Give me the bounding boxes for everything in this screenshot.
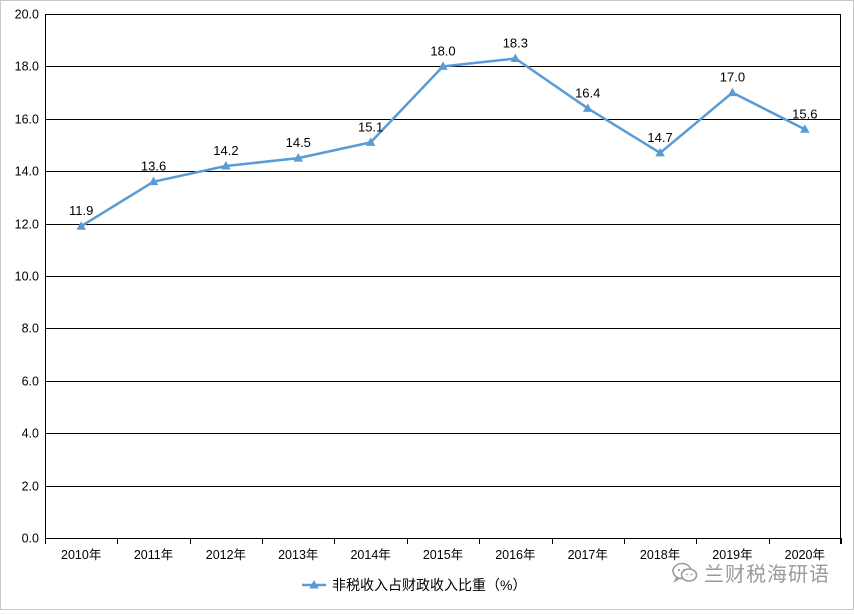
- data-point-marker: [293, 153, 304, 162]
- data-point-marker: [365, 137, 376, 146]
- legend: 非税收入占财政收入比重（%）: [302, 577, 526, 593]
- data-label: 13.6: [141, 159, 166, 174]
- axes: 0.0 2.0 4.0 6.0 8.0 10.0 12.0 14.0 16.0 18.0 20.0 2…: [15, 8, 842, 562]
- x-tick-label: 2011年: [134, 548, 173, 562]
- x-tick-label: 2016年: [495, 548, 535, 562]
- data-point-marker: [148, 176, 159, 186]
- y-tick-label: 4.0: [22, 427, 39, 441]
- gridlines: [45, 14, 841, 539]
- x-tick-label: 2019年: [712, 548, 752, 562]
- y-tick-label: 16.0: [15, 113, 39, 127]
- legend-label: 非税收入占财政收入比重（%）: [332, 577, 526, 593]
- series-layer: [76, 53, 810, 230]
- wechat-icon: [672, 562, 698, 584]
- data-point-marker: [655, 147, 665, 157]
- y-tick-label: 18.0: [15, 60, 39, 74]
- data-point-marker: [727, 87, 738, 97]
- x-tick-label: 2012年: [206, 548, 246, 562]
- data-label: 15.1: [358, 119, 383, 134]
- x-tick-label: 2015年: [423, 548, 463, 562]
- data-label: 16.4: [575, 85, 600, 100]
- data-labels: 11.9 13.6 14.2 14.5 15.1 18.0 18.3 16.4 14.7 17.0…: [69, 36, 817, 219]
- watermark-text: 兰财税海研语: [704, 562, 830, 586]
- data-label: 18.0: [430, 43, 455, 58]
- x-tick-label: 2017年: [568, 548, 608, 562]
- y-tick-label: 20.0: [15, 8, 39, 22]
- data-label: 14.5: [286, 135, 311, 150]
- x-tick-label: 2014年: [350, 548, 390, 562]
- watermark: 兰财税海研语: [672, 558, 830, 587]
- x-tick-label: 2013年: [278, 548, 318, 562]
- y-tick-label: 2.0: [22, 480, 39, 494]
- data-label: 15.6: [792, 106, 817, 121]
- y-tick-label: 0.0: [22, 532, 39, 546]
- data-label: 11.9: [69, 203, 93, 218]
- x-tick-label: 2020年: [785, 548, 825, 562]
- data-point-marker: [800, 124, 810, 133]
- data-point-marker: [582, 103, 593, 112]
- data-point-marker: [221, 160, 231, 170]
- data-point-marker: [76, 221, 86, 230]
- x-tick-label: 2010年: [61, 548, 101, 562]
- legend-marker: [309, 580, 319, 589]
- y-tick-label: 8.0: [22, 322, 39, 336]
- y-tick-label: 14.0: [15, 165, 39, 179]
- data-label: 17.0: [720, 70, 745, 85]
- data-point-marker: [510, 53, 521, 63]
- y-tick-label: 6.0: [22, 375, 39, 389]
- y-tick-label: 12.0: [15, 218, 39, 232]
- data-label: 14.2: [213, 143, 238, 158]
- data-label: 18.3: [503, 36, 528, 51]
- y-tick-label: 10.0: [15, 270, 39, 284]
- x-tick-label: 2018年: [640, 548, 680, 562]
- data-label: 14.7: [647, 130, 672, 145]
- data-point-marker: [438, 61, 448, 70]
